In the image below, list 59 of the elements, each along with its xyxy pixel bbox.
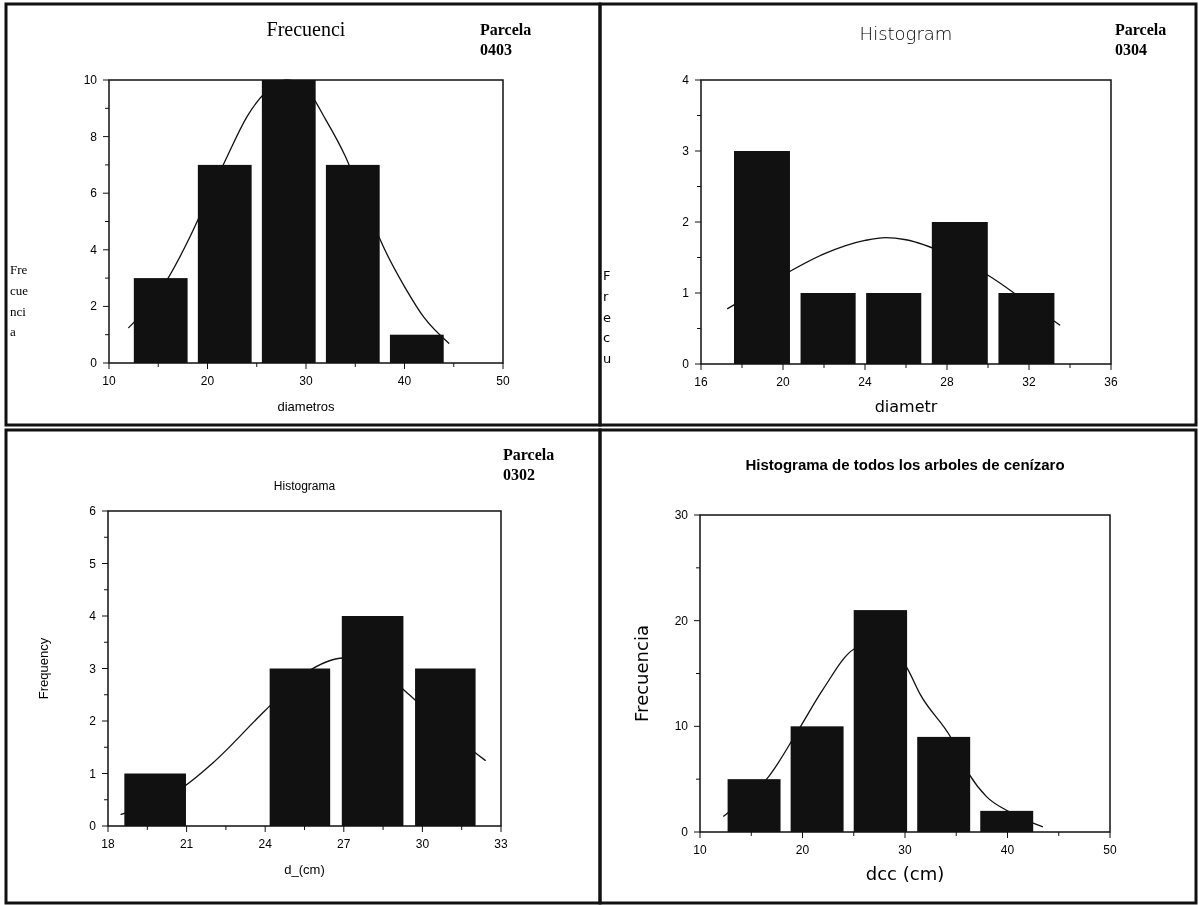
x-tick-label: 20 bbox=[776, 375, 790, 389]
y-tick-label: 1 bbox=[682, 286, 690, 300]
text: Parcela 0403 bbox=[480, 21, 532, 58]
chart-title: Histogram bbox=[859, 23, 953, 44]
x-tick-label: 40 bbox=[397, 374, 412, 388]
y-tick-label: 3 bbox=[682, 144, 690, 158]
x-tick-label: 36 bbox=[1104, 375, 1118, 389]
y-tick-label: 20 bbox=[674, 613, 689, 628]
x-tick-label: 16 bbox=[694, 375, 708, 389]
x-tick-label: 20 bbox=[200, 374, 215, 388]
x-tick-label: 24 bbox=[858, 375, 872, 389]
x-tick-label: 24 bbox=[258, 837, 273, 851]
y-tick-label: 10 bbox=[674, 719, 689, 734]
x-tick-label: 28 bbox=[940, 375, 954, 389]
x-tick-label: 32 bbox=[1022, 375, 1036, 389]
y-tick-label: 1 bbox=[89, 766, 97, 781]
y-tick-label: 30 bbox=[674, 508, 689, 522]
y-tick-label: 0 bbox=[681, 825, 689, 839]
y-tick-label: 8 bbox=[90, 129, 98, 144]
y-tick-label: 4 bbox=[90, 242, 98, 257]
y-axis-title: Frecuencia bbox=[10, 262, 29, 340]
y-axis-title: Frecuencia bbox=[631, 625, 652, 722]
x-tick-label: 10 bbox=[102, 374, 116, 388]
y-tick-label: 4 bbox=[682, 73, 690, 87]
x-axis-title: diametr bbox=[874, 397, 938, 416]
y-tick-label: 4 bbox=[89, 609, 97, 623]
y-tick-label: 2 bbox=[90, 299, 98, 314]
y-axis-title: Frequency bbox=[36, 637, 51, 700]
x-tick-label: 20 bbox=[795, 843, 810, 857]
y-tick-label: 6 bbox=[89, 504, 97, 518]
chart-title: Histograma bbox=[273, 479, 336, 493]
y-tick-label: 6 bbox=[90, 186, 98, 201]
y-tick-label: 10 bbox=[83, 73, 98, 87]
chart-title: Frecuenci bbox=[266, 18, 346, 40]
x-tick-label: 10 bbox=[693, 843, 707, 857]
x-tick-label: 30 bbox=[898, 843, 912, 857]
y-tick-label: 3 bbox=[89, 661, 97, 676]
y-tick-label: 2 bbox=[682, 215, 690, 229]
x-tick-label: 21 bbox=[179, 837, 194, 851]
x-axis-title: dcc (cm) bbox=[865, 863, 945, 884]
x-tick-label: 50 bbox=[496, 374, 510, 388]
x-axis-title: d_(cm) bbox=[284, 862, 325, 877]
y-tick-label: 2 bbox=[89, 714, 97, 728]
x-tick-label: 33 bbox=[494, 837, 508, 851]
y-tick-label: 0 bbox=[89, 819, 97, 833]
chart-title: Histograma de todos los arboles de cenízaro bbox=[745, 456, 1065, 473]
x-tick-label: 30 bbox=[415, 837, 430, 851]
y-axis-title: Frecu bbox=[603, 268, 612, 367]
x-tick-label: 40 bbox=[1000, 843, 1015, 857]
x-axis-title: diametros bbox=[277, 399, 336, 414]
x-tick-label: 27 bbox=[337, 837, 351, 851]
x-tick-label: 18 bbox=[101, 837, 115, 851]
x-tick-label: 50 bbox=[1103, 843, 1117, 857]
y-tick-label: 0 bbox=[682, 357, 690, 371]
text: Parcela 0304 bbox=[1115, 21, 1167, 58]
x-tick-label: 30 bbox=[299, 374, 313, 388]
text: Parcela 0302 bbox=[503, 446, 555, 483]
y-tick-label: 5 bbox=[89, 556, 97, 571]
y-tick-label: 0 bbox=[90, 356, 98, 370]
